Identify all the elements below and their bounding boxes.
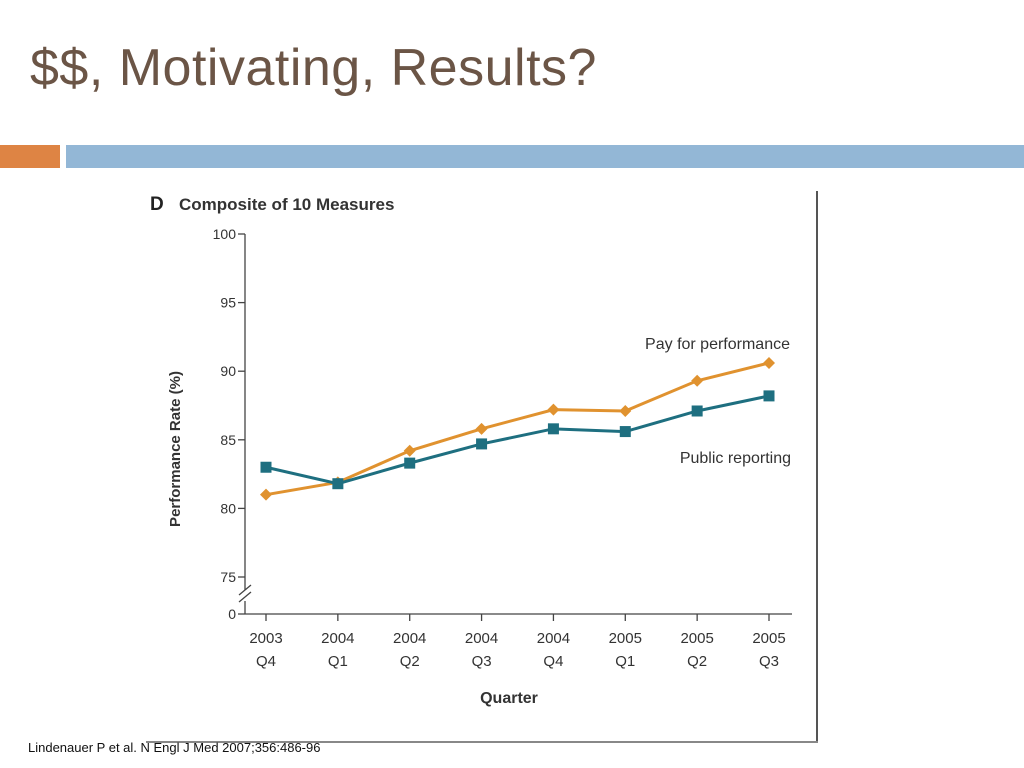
x-tick-label-quarter: Q1 <box>615 653 635 670</box>
data-point-diamond <box>403 444 416 457</box>
series-label: Public reporting <box>680 450 791 467</box>
figure-right-border <box>816 191 818 743</box>
data-point-diamond <box>763 356 775 369</box>
x-tick-label-quarter: Q2 <box>400 653 420 670</box>
x-tick-label-year: 2004 <box>321 630 354 647</box>
axis-break-mark <box>238 584 252 596</box>
x-tick-label-year: 2004 <box>537 630 570 647</box>
x-tick-label-quarter: Q2 <box>687 653 707 670</box>
y-tick-label: 85 <box>220 432 236 448</box>
y-tick-label: 90 <box>220 363 236 379</box>
series-line-pay-for-performance <box>265 361 770 497</box>
data-point-square <box>619 426 631 438</box>
chart-figure: D Composite of 10 Measures Performance R… <box>140 185 820 745</box>
data-point-diamond <box>619 404 632 417</box>
x-tick-label-quarter: Q3 <box>759 653 779 670</box>
data-point-square <box>763 390 775 402</box>
series-label: Pay for performance <box>645 336 790 353</box>
y-tick-label: 80 <box>220 500 236 516</box>
axis-break-mark <box>238 591 252 603</box>
y-tick-label: 95 <box>220 295 236 311</box>
x-tick-label-quarter: Q3 <box>472 653 492 670</box>
data-point-square <box>332 478 344 490</box>
data-point-square <box>691 405 703 417</box>
x-tick-label-quarter: Q4 <box>256 653 276 670</box>
chart-svg: D Composite of 10 Measures Performance R… <box>146 191 818 743</box>
x-tick-label-year: 2005 <box>609 630 642 647</box>
y-tick-label: 100 <box>213 226 237 242</box>
y-axis-label: Performance Rate (%) <box>167 371 184 527</box>
figure-bottom-border <box>146 741 818 743</box>
data-point-diamond <box>547 403 560 416</box>
accent-bar-blue <box>66 145 1024 168</box>
series <box>260 356 775 501</box>
series-line-public-reporting <box>265 394 770 486</box>
x-tick-label-year: 2004 <box>393 630 426 647</box>
x-tick-label-year: 2005 <box>752 630 785 647</box>
x-tick-label-quarter: Q1 <box>328 653 348 670</box>
x-tick-label-year: 2004 <box>465 630 498 647</box>
x-tick-label-quarter: Q4 <box>543 653 563 670</box>
data-point-square <box>547 423 559 435</box>
chart-title: Composite of 10 Measures <box>179 195 394 214</box>
data-point-square <box>404 457 416 469</box>
x-tick-label-year: 2005 <box>680 630 713 647</box>
slide-title: $$, Motivating, Results? <box>30 39 597 97</box>
data-point-diamond <box>260 488 272 501</box>
axes: 0 75 80 85 90 95 100 2003 Q4 2004 Q1 2004 Q2 2004 Q3 20… <box>213 226 792 670</box>
x-axis-label: Quarter <box>480 690 538 707</box>
data-point-square <box>260 461 272 473</box>
panel-letter: D <box>150 194 164 215</box>
data-point-square <box>476 438 488 450</box>
y-tick-label: 75 <box>220 569 236 585</box>
x-tick-label-year: 2003 <box>249 630 282 647</box>
series-labels: Pay for performance Public reporting <box>645 336 791 467</box>
y-tick-label: 0 <box>228 606 236 622</box>
data-point-diamond <box>691 374 704 387</box>
citation: Lindenauer P et al. N Engl J Med 2007;35… <box>28 740 321 755</box>
data-point-diamond <box>475 422 488 435</box>
accent-bar-orange <box>0 145 60 168</box>
